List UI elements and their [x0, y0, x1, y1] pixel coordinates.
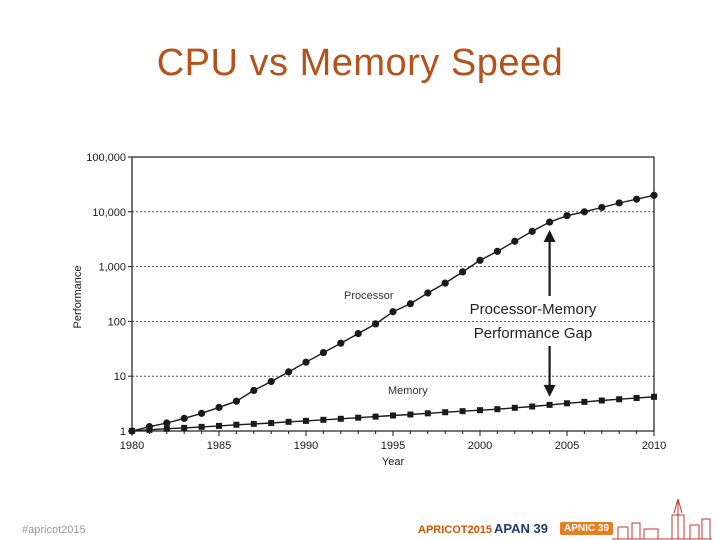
processor-data-point [180, 414, 188, 422]
tick-label-y: 100 [108, 316, 126, 328]
processor-data-point [215, 403, 223, 411]
processor-data-point [163, 419, 171, 427]
memory-data-point [250, 420, 257, 427]
gap-label-line2: Performance Gap [474, 325, 592, 342]
memory-data-point [633, 395, 640, 402]
processor-data-point [319, 348, 327, 357]
annotation-layer: Year Performance Processor Memory Proces… [72, 230, 597, 468]
processor-data-point [406, 300, 414, 308]
city-skyline-icon [612, 498, 712, 540]
memory-data-point [494, 406, 501, 413]
memory-data-point [163, 425, 170, 432]
memory-data-point [146, 426, 153, 433]
tick-label-y: 100,000 [86, 152, 126, 164]
slide-title: CPU vs Memory Speed [156, 42, 564, 84]
tick-label-y: 1,000 [98, 262, 126, 274]
memory-data-point [181, 424, 188, 431]
memory-data-point [320, 416, 327, 423]
processor-data-point [285, 368, 293, 376]
processor-data-point [511, 237, 519, 245]
memory-data-point [407, 411, 414, 418]
memory-data-point [598, 397, 605, 404]
memory-data-point [651, 393, 657, 400]
tick-label-x: 2005 [555, 440, 579, 452]
tick-label-x: 2000 [468, 440, 492, 452]
processor-data-point [615, 199, 623, 207]
memory-data-point [477, 407, 483, 414]
tick-label-x: 2010 [642, 440, 666, 452]
axis-label-y: Performance [72, 266, 84, 329]
processor-data-point [372, 320, 380, 328]
memory-data-point [390, 412, 396, 419]
processor-data-point [302, 358, 310, 366]
gap-arrow-head-up [543, 230, 556, 243]
processor-data-point [389, 308, 397, 316]
gap-label-line1: Processor-Memory [470, 301, 597, 318]
processor-data-point [267, 377, 275, 386]
tick-label-x: 1980 [120, 440, 144, 452]
processor-data-point [424, 289, 432, 297]
axis-ticks: 1 10 100 1,000 10,000 100,000 1980 1985 1990 1995… [86, 152, 666, 452]
memory-series-label: Memory [388, 385, 428, 397]
memory-data-point [303, 417, 309, 424]
apricot-logo: APRICOT2015 [418, 524, 492, 536]
memory-data-point [529, 403, 536, 410]
processor-data-point [250, 386, 258, 395]
memory-data-point [233, 421, 240, 428]
processor-data-point [563, 212, 571, 220]
memory-data-point [285, 418, 292, 425]
processor-data-point [650, 191, 658, 199]
memory-data-point [581, 398, 588, 405]
processor-data-point [198, 409, 206, 417]
processor-data-point [528, 227, 536, 235]
footer-hashtag: #apricot2015 [22, 524, 86, 536]
memory-data-point [616, 396, 623, 403]
apan-logo: APAN 39 [494, 521, 548, 536]
processor-data-point [598, 203, 606, 212]
tick-label-y: 1 [120, 426, 126, 438]
processor-data-point [476, 256, 484, 264]
grid-lines [132, 211, 654, 377]
processor-data-point [546, 218, 554, 226]
processor-data-point [493, 247, 501, 255]
memory-data-point [129, 428, 135, 434]
processor-data-point [232, 397, 240, 405]
memory-data-point [564, 400, 570, 407]
axis-label-x: Year [382, 456, 405, 468]
memory-data-point [424, 410, 431, 417]
processor-data-point [633, 195, 641, 203]
apnic-logo: APNIC 39 [560, 522, 614, 535]
memory-data-point [268, 419, 275, 426]
memory-data-point [337, 415, 344, 422]
tick-label-y: 10,000 [92, 207, 126, 219]
processor-series-label: Processor [344, 290, 394, 302]
tick-label-x: 1995 [381, 440, 405, 452]
memory-data-point [546, 401, 553, 408]
memory-data-point [355, 414, 362, 421]
processor-data-point [580, 208, 589, 216]
processor-data-point [441, 279, 449, 287]
tick-label-x: 1990 [294, 440, 318, 452]
processor-data-point [337, 339, 345, 347]
processor-data-point [459, 268, 467, 276]
series-layer [128, 191, 658, 435]
memory-data-point [442, 409, 449, 416]
gap-arrow-head-down [543, 384, 556, 397]
memory-data-point [216, 422, 222, 429]
memory-data-point [198, 423, 205, 430]
memory-data-point [372, 413, 379, 420]
memory-data-point [459, 408, 466, 415]
tick-label-x: 1985 [207, 440, 231, 452]
tick-label-y: 10 [114, 371, 126, 383]
memory-data-point [511, 404, 518, 411]
processor-data-point [354, 329, 362, 338]
